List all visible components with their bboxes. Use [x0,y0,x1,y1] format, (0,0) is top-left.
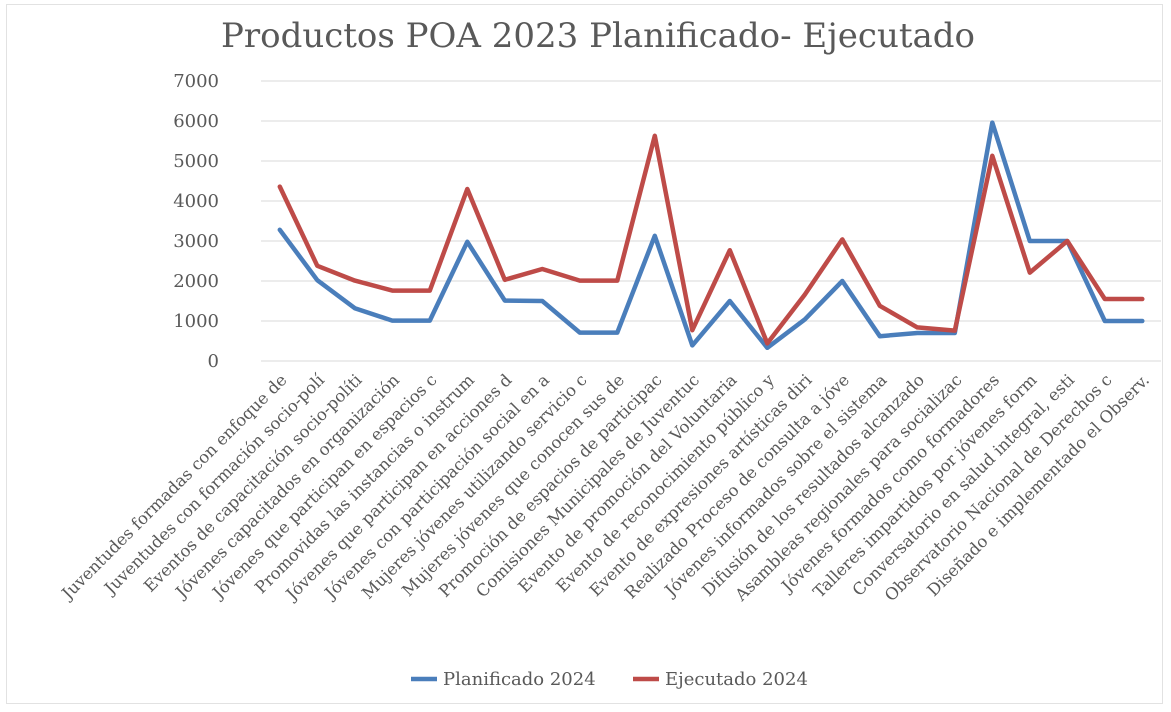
series-line-2 [277,133,1145,346]
x-axis-ticks: Juventudes formadas con enfoque deJuvent… [57,370,1153,605]
y-tick-label: 3000 [173,231,219,252]
y-tick-label: 5000 [173,151,219,172]
y-axis-ticks: 0 1000 2000 3000 4000 5000 6000 7000 [173,71,219,372]
chart-frame: Productos POA 2023 Planificado- Ejecutad… [6,4,1163,704]
legend-label: Ejecutado 2024 [665,669,808,690]
legend-label: Planificado 2024 [443,669,596,690]
y-tick-label: 2000 [173,271,219,292]
legend: Planificado 2024 Ejecutado 2024 [411,669,808,690]
line-chart: Productos POA 2023 Planificado- Ejecutad… [57,16,1161,690]
y-tick-label: 4000 [173,191,219,212]
series-lines [277,120,1145,351]
y-tick-label: 0 [208,351,219,372]
chart-title: Productos POA 2023 Planificado- Ejecutad… [221,16,975,56]
series-line-1 [277,120,1145,351]
y-tick-label: 6000 [173,111,219,132]
y-tick-label: 7000 [173,71,219,92]
y-tick-label: 1000 [173,311,219,332]
